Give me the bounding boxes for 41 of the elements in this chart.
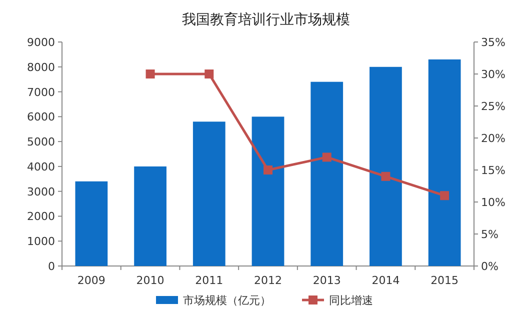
y-tick-label: 8000 [27, 60, 55, 74]
legend-label: 市场规模（亿元） [183, 294, 271, 307]
bar [310, 82, 344, 266]
y2-tick-label: 15% [481, 164, 506, 177]
bar [428, 59, 461, 266]
chart-title: 我国教育培训行业市场规模 [182, 11, 350, 28]
bar [370, 66, 402, 266]
y-tick-label: 3000 [27, 185, 55, 198]
y-tick-label: 9000 [27, 36, 55, 49]
y-tick-label: 4000 [27, 160, 55, 174]
point [322, 152, 332, 162]
x-tick-label: 2014 [372, 274, 400, 287]
y-tick-label: 1000 [27, 235, 55, 248]
y-tick-label: 5000 [27, 136, 55, 149]
bar [252, 116, 284, 266]
legend-label: 同比增速 [329, 294, 373, 307]
y2-tick-label: 25% [481, 100, 506, 113]
bar [134, 166, 166, 266]
x-tick-label: 2012 [254, 274, 282, 287]
y2-tick-label: 20% [481, 132, 506, 145]
point [264, 166, 272, 174]
point [381, 172, 390, 181]
x-tick-label: 2013 [312, 274, 341, 287]
point [204, 70, 214, 78]
y2-tick-label: 10% [481, 196, 506, 209]
y2-tick-label: 30% [481, 68, 506, 81]
point [440, 191, 450, 200]
y2-tick-label: 5% [481, 228, 498, 241]
x-tick-label: 2009 [77, 274, 106, 287]
point [146, 70, 155, 78]
y-tick-label: 2000 [27, 210, 55, 224]
y2-tick-label: 0% [481, 260, 498, 273]
y-tick-label: 6000 [27, 110, 55, 124]
x-tick-label: 2011 [195, 274, 224, 287]
x-tick-label: 2010 [136, 274, 164, 287]
y2-tick-label: 35% [481, 36, 506, 49]
x-tick-label: 2015 [430, 274, 459, 287]
bar [192, 122, 226, 266]
y-tick-label: 0 [48, 260, 55, 273]
bar [75, 181, 108, 266]
y-tick-label: 7000 [27, 86, 55, 99]
